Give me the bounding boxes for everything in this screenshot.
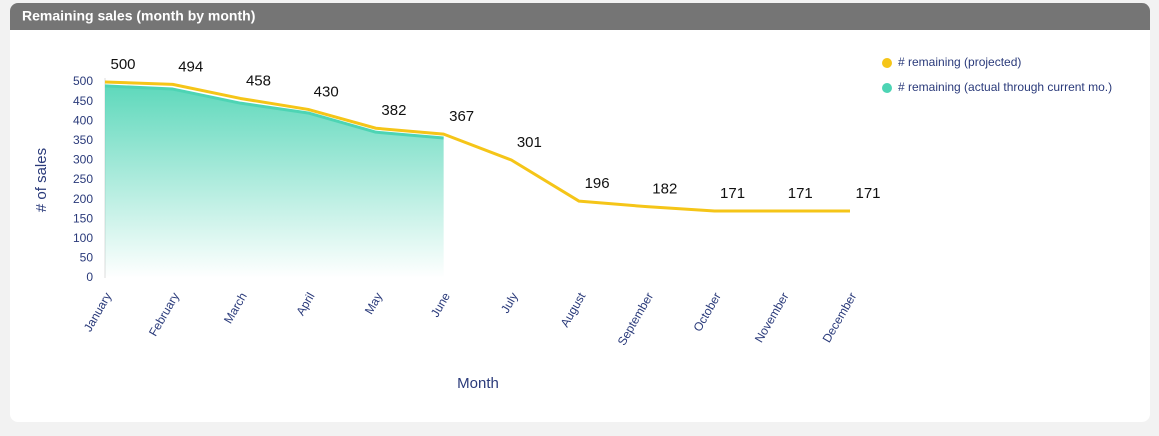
data-label: 196 — [585, 175, 610, 192]
y-axis-label: # of sales — [33, 148, 50, 212]
data-label: 430 — [314, 83, 339, 100]
series-line — [104, 80, 850, 213]
y-tick-label: 450 — [73, 94, 93, 108]
data-label: 382 — [381, 102, 406, 119]
y-tick-label: 0 — [86, 270, 93, 284]
area-fill — [105, 85, 444, 278]
x-axis-label: Month — [457, 375, 499, 392]
y-tick-label: 200 — [73, 192, 93, 206]
y-tick-label: 100 — [73, 231, 93, 245]
y-tick-label: 300 — [73, 153, 93, 167]
y-tick-label: 400 — [73, 113, 93, 127]
y-tick-label: 500 — [73, 74, 93, 88]
data-label: 182 — [652, 181, 677, 198]
y-tick-label: 250 — [73, 172, 93, 186]
data-label: 458 — [246, 72, 271, 89]
y-tick-label: 350 — [73, 133, 93, 147]
data-label: 500 — [110, 56, 135, 73]
y-tick-label: 50 — [80, 251, 94, 265]
chart-title: Remaining sales (month by month) — [22, 8, 255, 24]
data-label: 367 — [449, 108, 474, 125]
data-label: 171 — [720, 185, 745, 202]
legend-label: # remaining (projected) — [898, 55, 1021, 69]
data-label: 171 — [855, 185, 880, 202]
legend-marker — [882, 58, 892, 68]
data-label: 301 — [517, 134, 542, 151]
legend-label: # remaining (actual through current mo.) — [898, 80, 1112, 94]
data-label: 171 — [788, 185, 813, 202]
legend-marker — [882, 83, 892, 93]
y-tick-label: 150 — [73, 211, 93, 225]
series-line — [104, 84, 444, 140]
panel-header — [10, 3, 1150, 30]
data-label: 494 — [178, 58, 203, 75]
